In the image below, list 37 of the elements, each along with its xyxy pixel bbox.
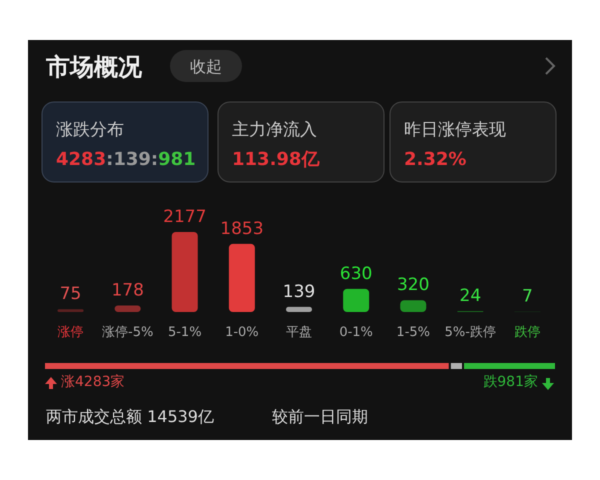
x-tick-label: 0-1% [339, 325, 373, 340]
data-label: 24 [460, 286, 482, 306]
x-tick-label: 1-0% [225, 325, 259, 340]
text: 两市成交总额 14539亿 [46, 407, 214, 426]
x-tick-label: 5-1% [168, 325, 202, 340]
data-label: 2177 [163, 207, 206, 227]
data-label: 涨4283家 [61, 374, 125, 390]
bar [114, 305, 141, 312]
data-label: 跌981家 [483, 374, 538, 390]
bar [343, 288, 370, 312]
text: 收起 [190, 57, 222, 76]
data-label: 178 [111, 280, 144, 300]
text: 4283:139:981 [56, 149, 196, 170]
text: 昨日涨停表现 [404, 120, 506, 140]
text: 市场概况 [45, 53, 143, 81]
x-tick-label: 跌停 [514, 325, 540, 340]
bar [286, 306, 312, 312]
text: 主力净流入 [232, 120, 317, 140]
bar [172, 232, 198, 312]
x-tick-label: 涨停-5% [102, 325, 154, 340]
data-label: 1853 [220, 218, 264, 239]
bar [400, 300, 426, 312]
x-tick-label: 平盘 [286, 325, 312, 340]
text: 113.98亿 [232, 149, 320, 170]
data-label: 75 [60, 284, 82, 304]
data-label: 630 [340, 264, 372, 284]
x-tick-label: 涨停 [58, 325, 84, 340]
bar [58, 309, 84, 312]
data-label: 139 [282, 282, 316, 302]
text: 涨跌分布 [56, 120, 124, 140]
x-tick-label: 1-5% [396, 325, 430, 340]
data-label: 320 [396, 275, 430, 296]
x-tick-label: 5%-跌停 [444, 325, 496, 340]
text: 较前一日同期 [272, 407, 368, 426]
data-label: 7 [522, 286, 533, 307]
bar [228, 244, 255, 312]
text: 2.32% [404, 149, 466, 170]
